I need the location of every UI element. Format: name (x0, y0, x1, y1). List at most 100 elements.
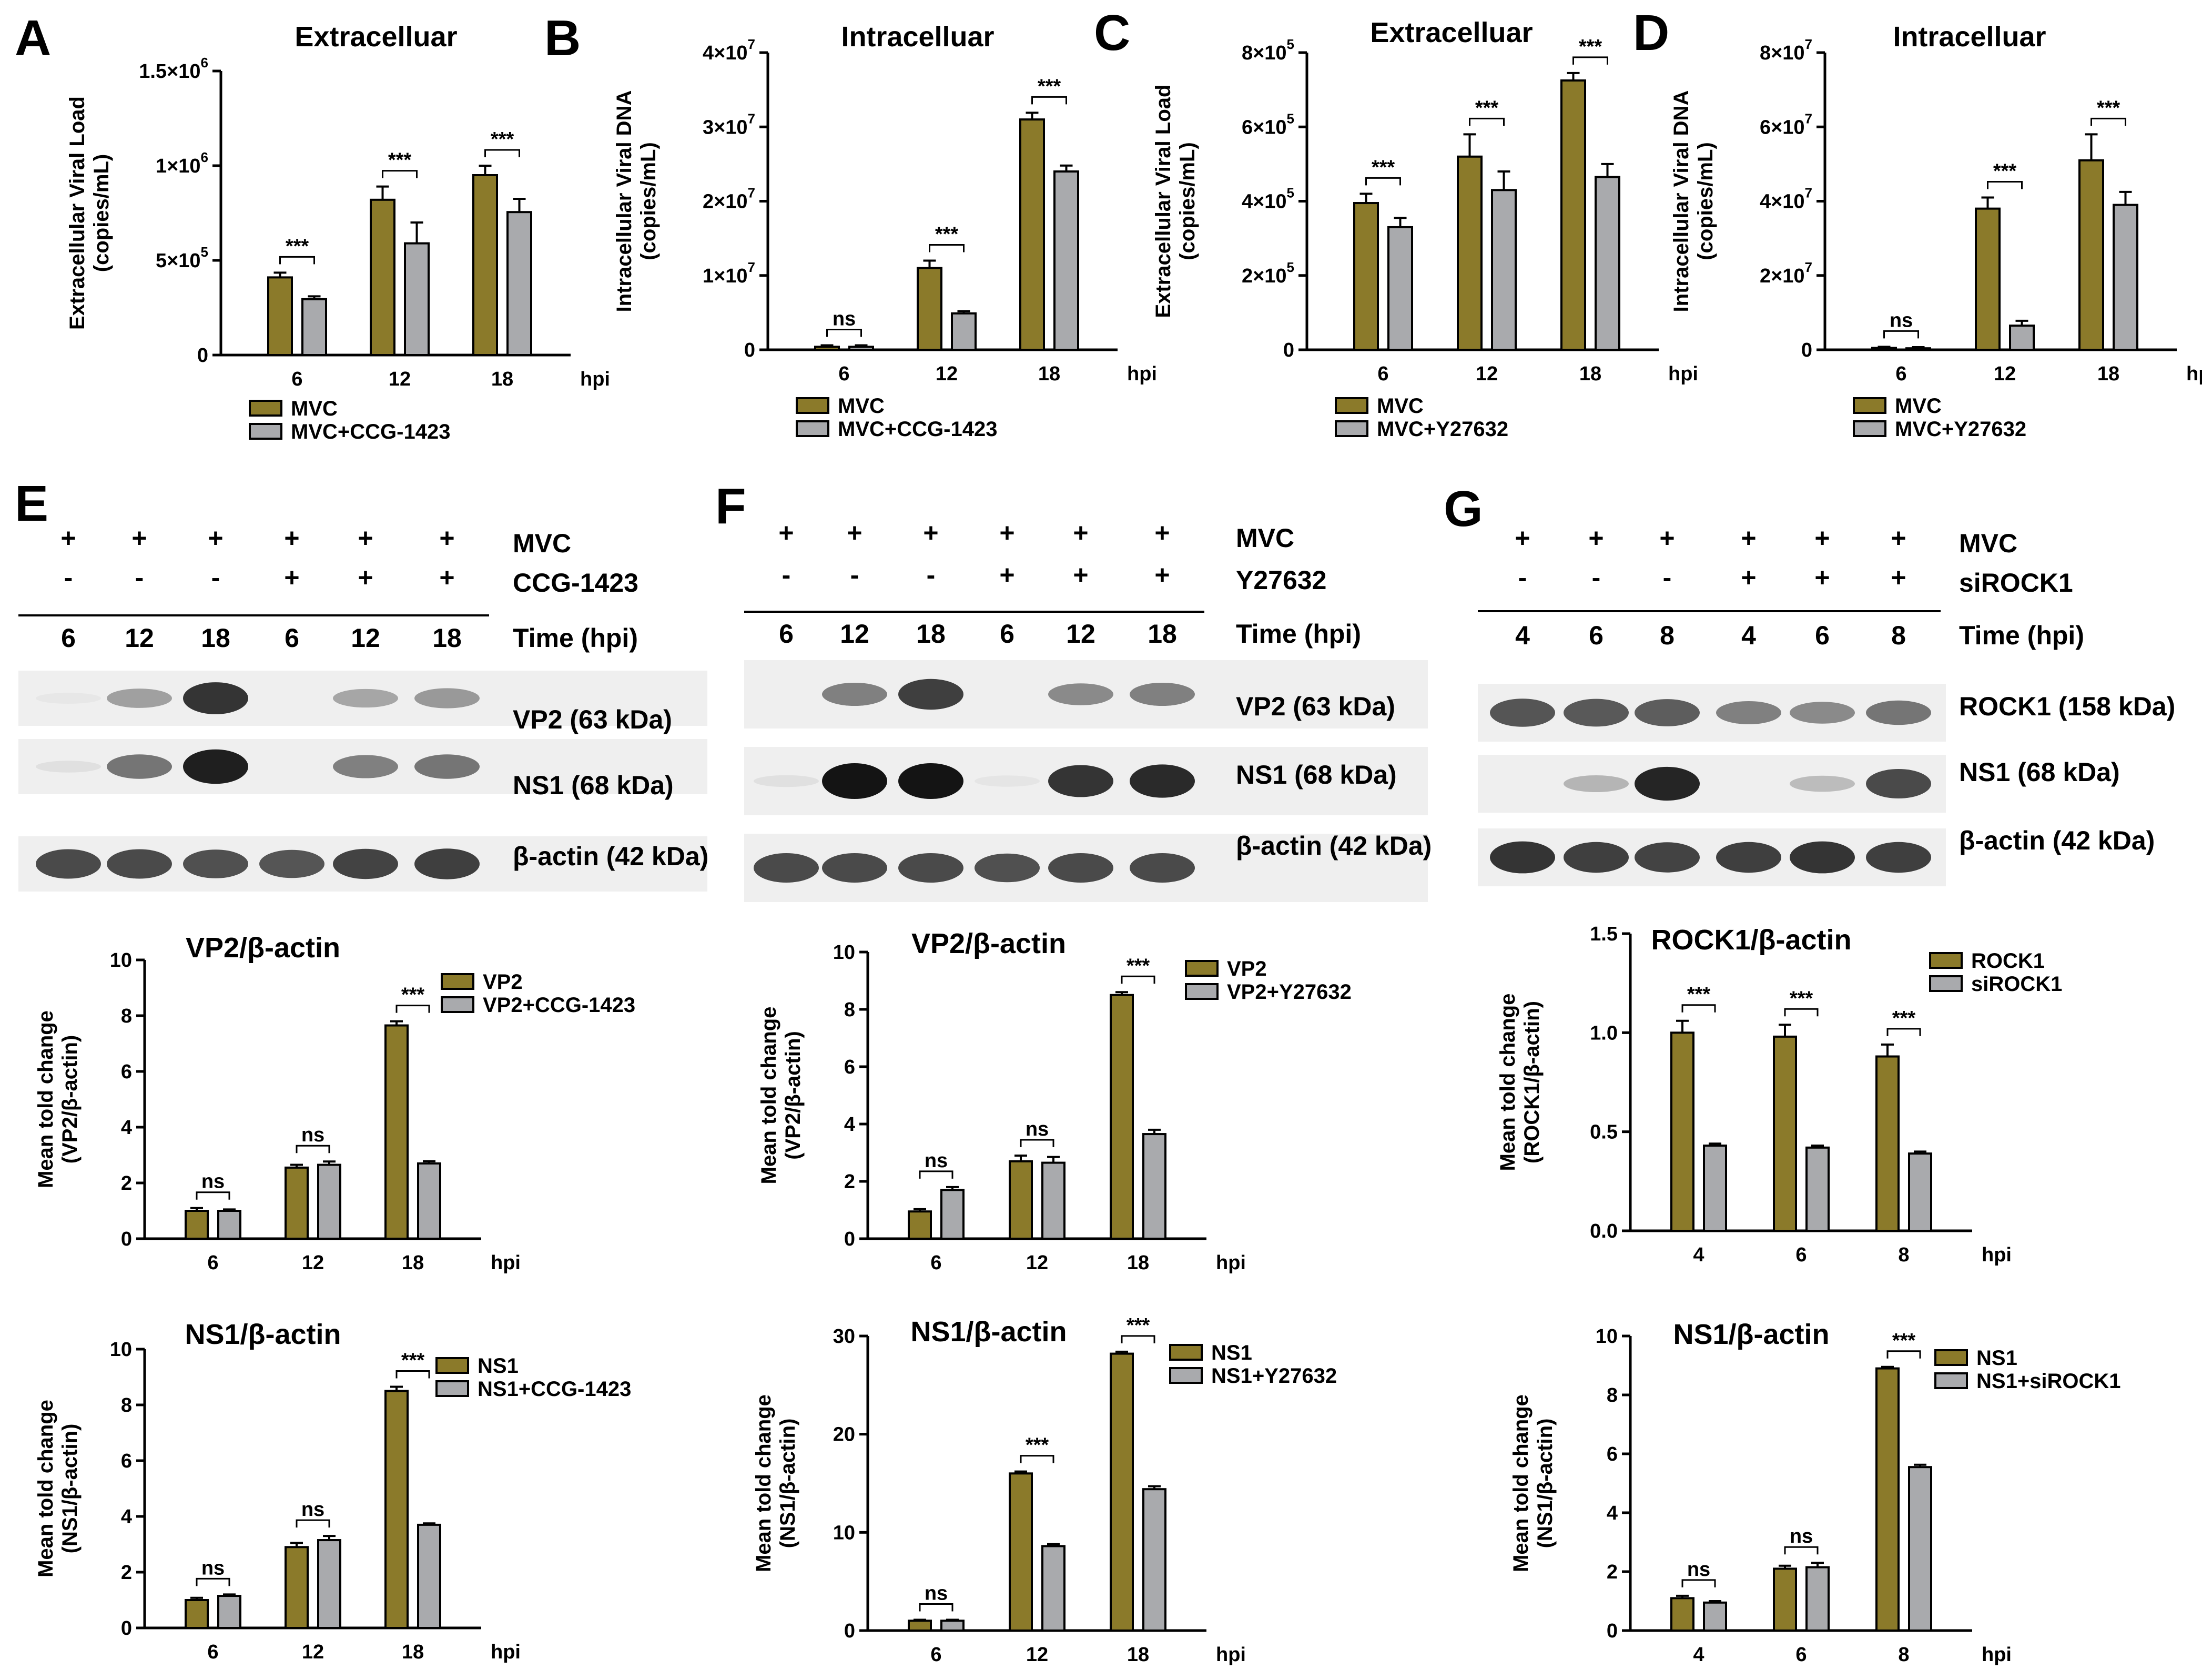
treatment-sign: + (1891, 563, 1906, 592)
y-tick-label: 8 (121, 1394, 132, 1416)
panel-letter-c: C (1094, 5, 1130, 61)
bar-series1 (917, 267, 942, 351)
y-tick-label: 1×107 (703, 259, 755, 287)
x-axis-unit: hpi (1127, 363, 1157, 385)
blot-band (36, 693, 101, 704)
legend-label: MVC (1377, 394, 1424, 418)
treatment-sign: + (1154, 518, 1170, 548)
chart-title: ROCK1/β-actin (1651, 924, 1851, 956)
time-point: 4 (1741, 621, 1756, 650)
x-tick-label: 12 (302, 1641, 324, 1663)
y-tick-label: 8 (1607, 1384, 1618, 1406)
chart-e2: NS1/β-actin Mean told change (NS1/β-actin)… (34, 1319, 631, 1663)
legend-label: NS1+siROCK1 (1976, 1370, 2121, 1393)
legend-swatch (796, 420, 829, 437)
treatment-label: CCG-1423 (513, 568, 638, 598)
western-blot-e: + + + + + + MVC - - - + + + CCG-1423 6 12 18 6 12 18 Time (h… (18, 523, 708, 892)
significance-bracket (1681, 1004, 1716, 1013)
treatment-sign: - (135, 563, 144, 592)
blot-band (1564, 699, 1629, 727)
bar-series2 (1053, 170, 1079, 351)
y-tick-label: 3×107 (703, 110, 755, 138)
legend-swatch (1934, 1372, 1968, 1389)
bar-series1 (1009, 1472, 1033, 1632)
band-label: NS1 (68 kDa) (1959, 757, 2120, 787)
significance-label: *** (2097, 97, 2120, 119)
bar-series1 (285, 1166, 309, 1240)
x-tick-label: 18 (402, 1641, 424, 1663)
blot-band (898, 853, 963, 883)
treatment-sign: + (284, 563, 299, 592)
y-tick-label: 1.0 (1590, 1022, 1618, 1044)
western-blot-g: + + + + + + MVC - - - + + + siROCK1 4 6 8 4 6 8 Time (hpi) RO… (1478, 523, 2175, 886)
y-tick-mantissa: 10 (1596, 1325, 1618, 1348)
y-tick-mantissa: 0 (744, 339, 755, 361)
bar-series2 (217, 1210, 241, 1240)
bar-series2 (2009, 325, 2035, 351)
significance-label: ns (1026, 1118, 1049, 1140)
legend-swatch (1853, 397, 1886, 414)
y-tick-mantissa: 4×10 (1760, 191, 1805, 213)
legend-swatch (249, 400, 282, 417)
bar-series2 (506, 211, 532, 356)
charts-layer: Extracelluar Extracellular Viral Load (cop… (34, 17, 2202, 1666)
chart-f2: NS1/β-actin Mean told change (NS1/β-actin)… (752, 1314, 1337, 1666)
legend-swatch (796, 397, 829, 414)
y-tick-mantissa: 10 (833, 1522, 855, 1544)
treatment-sign: + (1814, 523, 1830, 553)
x-tick-label: 6 (930, 1644, 941, 1666)
time-point: 6 (61, 623, 76, 653)
blot-band (822, 683, 887, 706)
blot-band (1564, 775, 1629, 792)
treatment-sign: + (1154, 560, 1170, 590)
legend-label: NS1 (1211, 1341, 1252, 1364)
y-tick-label: 10 (110, 1339, 132, 1361)
chart-b: Intracelluar Intracellular Viral DNA (copi… (613, 21, 1157, 441)
treatment-sign: + (439, 523, 454, 553)
significance-bracket (279, 256, 315, 265)
chart-title: Extracelluar (295, 21, 457, 53)
bar-series2 (417, 1523, 441, 1629)
significance-bracket (1121, 975, 1155, 984)
y-tick-mantissa: 1.5×10 (139, 60, 200, 83)
significance-label: *** (1372, 156, 1395, 178)
significance-label: ns (1687, 1558, 1710, 1581)
significance-bracket (1886, 1350, 1921, 1359)
y-tick-label: 0 (1801, 339, 1812, 361)
y-tick-mantissa: 0 (121, 1617, 132, 1639)
blot-band (1716, 842, 1781, 873)
bar-series2 (2113, 204, 2138, 351)
y-axis-label-line1: Extracellular Viral Load (1152, 85, 1175, 318)
y-tick-label: 2 (121, 1562, 132, 1584)
y-tick-label: 0 (844, 1620, 855, 1642)
blot-band (1130, 683, 1195, 706)
time-point: 18 (1148, 619, 1177, 649)
y-axis-label-line2: (copies/mL) (637, 142, 660, 260)
y-axis-label-line1: Intracellular Viral DNA (613, 90, 636, 312)
significance-bracket (484, 149, 520, 157)
band-label: β-actin (42 kDa) (1236, 831, 1432, 861)
significance-label: ns (1790, 1525, 1813, 1547)
significance-label: *** (1687, 984, 1711, 1006)
x-tick-label: 6 (838, 363, 849, 385)
y-tick-label: 0.5 (1590, 1121, 1618, 1143)
bar-series1 (384, 1390, 409, 1629)
y-tick-mantissa: 2×10 (1760, 265, 1805, 287)
y-tick-mantissa: 8 (121, 1005, 132, 1027)
significance-label: *** (1475, 97, 1499, 119)
significance-label: *** (935, 224, 959, 246)
blot-band (1048, 765, 1113, 797)
legend-swatch (435, 1357, 469, 1374)
significance-label: *** (1127, 1314, 1150, 1337)
y-tick-label: 4×107 (1760, 185, 1812, 213)
bar-series1 (1871, 347, 1897, 351)
chart-a: Extracelluar Extracellular Viral Load (cop… (66, 21, 610, 443)
y-axis-label: Mean told change (NS1/β-actin) (34, 1400, 82, 1577)
y-tick-label: 4 (1607, 1502, 1618, 1524)
y-tick-label: 10 (110, 949, 132, 971)
y-tick-exponent: 5 (201, 244, 208, 260)
treatment-sign: - (850, 560, 859, 590)
significance-bracket (1784, 1546, 1819, 1555)
panel-letter-g: G (1444, 481, 1483, 537)
